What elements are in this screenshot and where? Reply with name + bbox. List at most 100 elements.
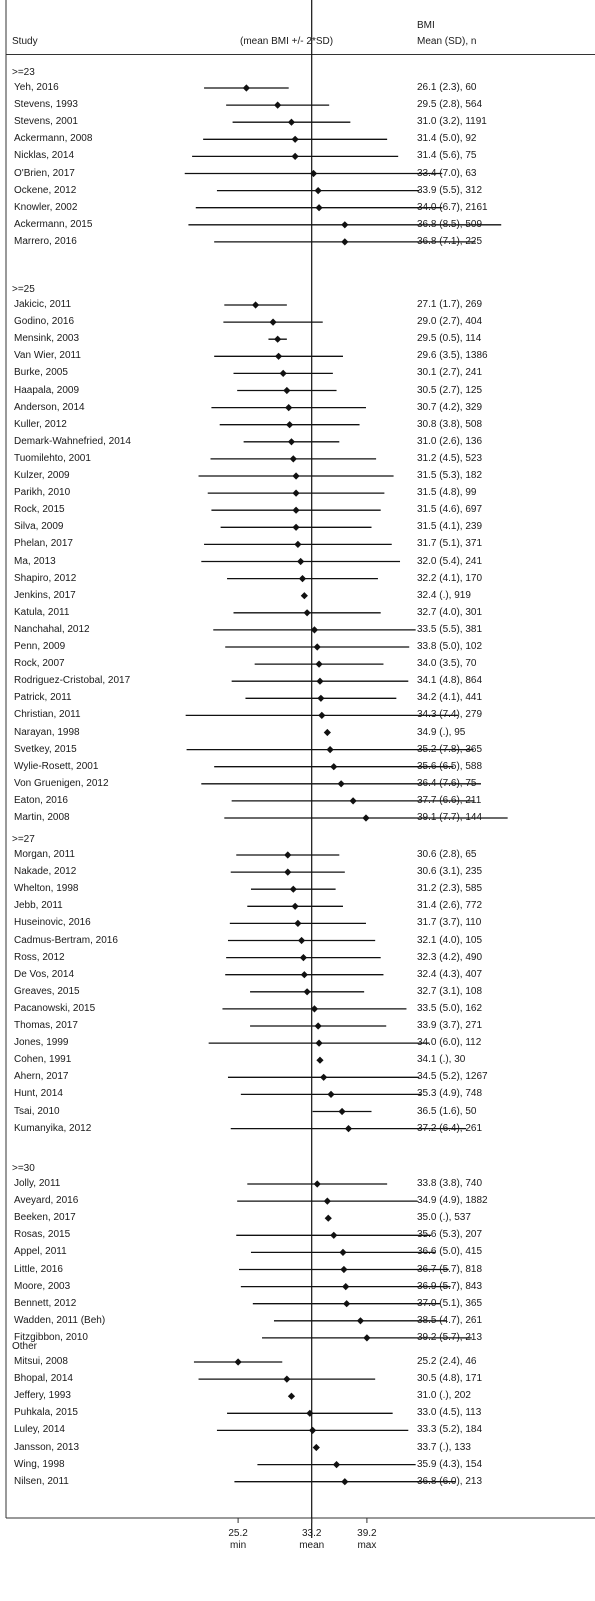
study-mean-marker	[310, 1005, 319, 1013]
study-stats: 30.7 (4.2), 329	[417, 401, 483, 413]
study-stats: 36.8 (7.1), 225	[417, 235, 483, 247]
study-stats: 33.0 (4.5), 113	[417, 1407, 482, 1419]
plot-column-header: (mean BMI +/- 2*SD)	[240, 36, 334, 47]
study-stats: 31.0 (3.2), 1191	[417, 116, 487, 128]
study-mean-marker	[316, 1056, 324, 1064]
study-stats: 34.0 (6.7), 2161	[417, 201, 488, 213]
study-name: De Vos, 2014	[14, 968, 75, 980]
study-stats: 34.0 (6.0), 112	[417, 1037, 482, 1049]
study-mean-marker	[297, 557, 305, 566]
bmi-column-header: BMI	[417, 20, 435, 31]
group-label: >=25	[12, 283, 35, 295]
study-stats: 29.5 (2.8), 564	[417, 99, 483, 111]
study-stats: 33.5 (5.0), 162	[417, 1002, 483, 1014]
study-mean-marker	[338, 1107, 346, 1116]
study-name: Rosas, 2015	[14, 1229, 71, 1241]
study-name: Silva, 2009	[14, 521, 64, 533]
study-stats: 29.6 (3.5), 1386	[417, 350, 488, 362]
study-mean-marker	[306, 1409, 314, 1417]
study-mean-marker	[291, 152, 299, 160]
study-mean-marker	[285, 404, 293, 412]
study-name: Eaton, 2016	[14, 794, 68, 806]
study-name: Jebb, 2011	[14, 900, 63, 912]
study-mean-marker	[317, 694, 325, 702]
study-stats: 39.1 (7.7), 144	[417, 812, 483, 823]
study-mean-marker	[342, 1283, 350, 1291]
study-mean-marker	[298, 575, 307, 583]
study-mean-marker	[310, 626, 319, 634]
study-mean-marker	[299, 954, 308, 962]
study-mean-marker	[300, 592, 308, 600]
study-stats: 30.6 (3.1), 235	[417, 866, 483, 878]
study-mean-marker	[291, 902, 299, 910]
study-name: Beeken, 2017	[14, 1212, 76, 1224]
study-mean-marker	[279, 369, 287, 377]
study-mean-marker	[287, 438, 296, 446]
study-name: Van Wier, 2011	[14, 350, 81, 362]
study-name: Ackermann, 2008	[14, 133, 93, 145]
study-stats: 32.7 (3.1), 108	[417, 985, 483, 997]
study-stats: 29.5 (0.5), 114	[417, 333, 482, 345]
study-mean-marker	[274, 101, 282, 109]
study-stats: 32.1 (4.0), 105	[417, 934, 483, 946]
study-name: Pacanowski, 2015	[14, 1002, 96, 1014]
study-stats: 36.7 (5.7), 818	[417, 1263, 483, 1275]
study-stats: 36.6 (5.0), 415	[417, 1246, 483, 1258]
study-mean-marker	[289, 455, 297, 463]
study-mean-marker	[314, 1022, 322, 1030]
x-tick-label-0: 25.2	[228, 1528, 248, 1539]
study-mean-marker	[323, 728, 331, 737]
study-mean-marker	[340, 1265, 348, 1274]
study-mean-marker	[341, 221, 349, 229]
study-stats: 31.4 (5.0), 92	[417, 133, 477, 145]
study-stats: 30.8 (3.8), 508	[417, 418, 483, 430]
study-mean-marker	[234, 1358, 242, 1366]
study-mean-marker	[330, 1231, 338, 1239]
study-stats: 27.1 (1.7), 269	[417, 299, 483, 310]
study-mean-marker	[287, 118, 296, 126]
study-name: Nicklas, 2014	[14, 150, 75, 162]
study-mean-marker	[341, 1478, 349, 1486]
study-stats: 33.5 (5.5), 381	[417, 623, 483, 635]
study-stats: 33.8 (5.0), 102	[417, 641, 483, 652]
study-name: Morgan, 2011	[14, 849, 75, 860]
study-mean-marker	[284, 851, 292, 859]
study-name: Stevens, 1993	[14, 99, 78, 111]
study-mean-marker	[309, 1426, 317, 1434]
study-name: Von Gruenigen, 2012	[14, 777, 109, 789]
study-name: Huseinovic, 2016	[14, 917, 91, 929]
study-mean-marker	[283, 386, 291, 395]
study-mean-marker	[283, 1375, 291, 1383]
study-stats: 33.7 (.), 133	[417, 1441, 471, 1453]
study-name: Mensink, 2003	[14, 333, 80, 345]
study-name: Ahern, 2017	[14, 1071, 69, 1083]
study-mean-marker	[300, 971, 308, 979]
study-mean-marker	[330, 763, 338, 771]
study-stats: 31.0 (2.6), 136	[417, 435, 483, 447]
study-stats: 35.6 (5.3), 207	[417, 1229, 483, 1241]
study-name: Penn, 2009	[14, 641, 66, 652]
study-name: O'Brien, 2017	[14, 167, 75, 179]
study-mean-marker	[315, 204, 323, 212]
study-mean-marker	[339, 1248, 347, 1256]
study-stats: 37.0 (5.1), 365	[417, 1297, 483, 1309]
study-mean-marker	[315, 1039, 323, 1047]
study-name: Knowler, 2002	[14, 201, 78, 213]
study-name: Little, 2016	[14, 1263, 63, 1275]
study-name: Fitzgibbon, 2010	[14, 1331, 88, 1343]
study-name: Jones, 1999	[14, 1037, 69, 1049]
study-stats: 32.7 (4.0), 301	[417, 606, 483, 618]
study-name: Marrero, 2016	[14, 235, 77, 247]
study-stats: 33.9 (3.7), 271	[417, 1020, 483, 1031]
study-mean-marker	[314, 187, 322, 195]
study-name: Godino, 2016	[14, 316, 75, 328]
study-mean-marker	[349, 797, 357, 805]
study-name: Christian, 2011	[14, 709, 81, 721]
study-stats: 31.5 (4.8), 99	[417, 487, 477, 499]
study-name: Anderson, 2014	[14, 401, 85, 413]
study-stats: 31.4 (2.6), 772	[417, 900, 483, 912]
study-mean-marker	[341, 238, 349, 246]
study-mean-marker	[303, 988, 311, 996]
